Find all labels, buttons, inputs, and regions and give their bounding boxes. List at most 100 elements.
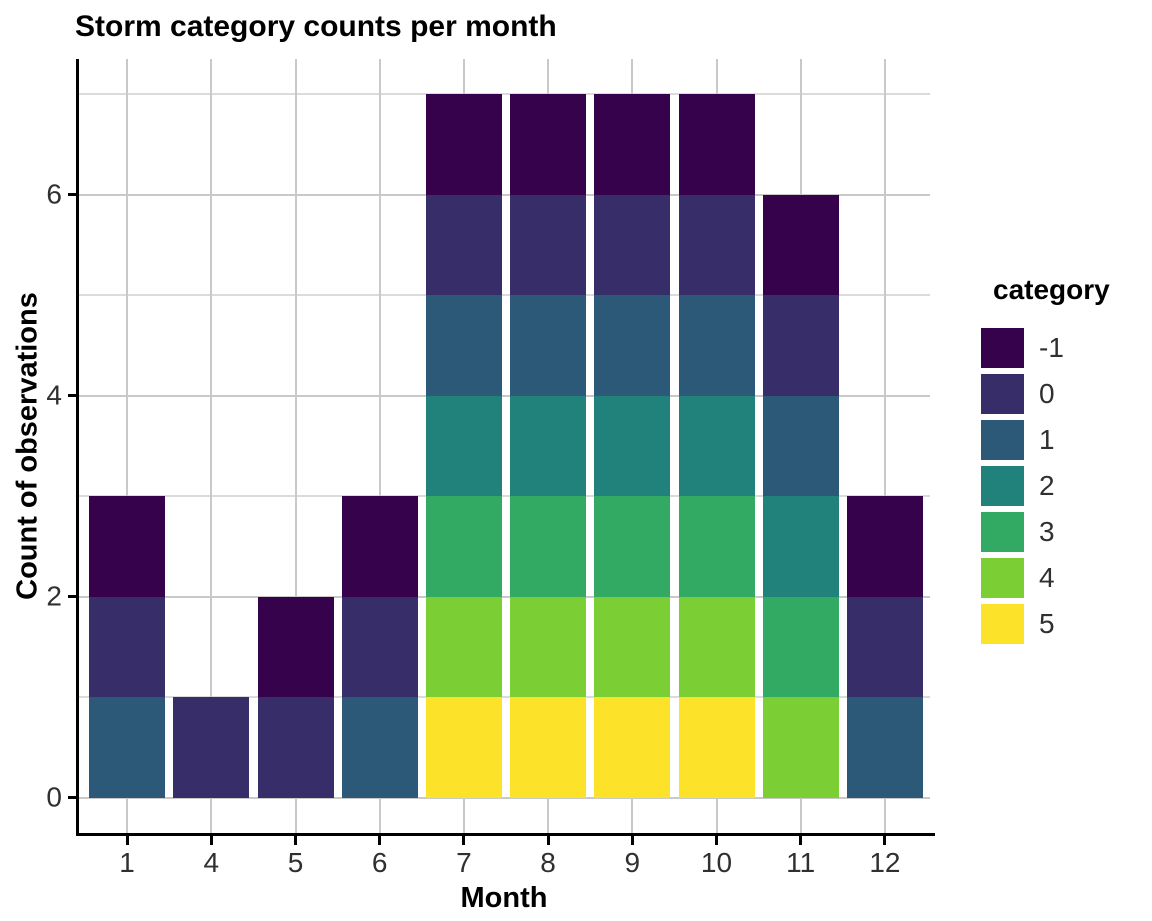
bar-segment-month-8-cat-0 xyxy=(510,194,586,296)
legend-swatch-0 xyxy=(981,374,1024,414)
v-gridline xyxy=(210,59,213,833)
bar-segment-month-9-cat-1 xyxy=(594,295,670,396)
x-tick-label: 11 xyxy=(786,847,816,878)
x-tick-label: 4 xyxy=(203,847,220,878)
bar-segment-month-8-cat--1 xyxy=(510,94,586,195)
legend-label-2: 2 xyxy=(1039,470,1055,501)
bar-segment-month-12-cat-1 xyxy=(847,697,923,798)
x-tick xyxy=(209,836,213,845)
v-gridline xyxy=(378,59,381,833)
x-tick xyxy=(462,836,466,845)
legend-swatch-3 xyxy=(981,512,1024,552)
legend-swatch-1 xyxy=(981,420,1024,460)
x-tick-label: 8 xyxy=(540,847,556,878)
legend-label-4: 4 xyxy=(1039,562,1055,593)
h-gridline xyxy=(78,595,930,598)
legend-swatch-2 xyxy=(981,466,1024,506)
x-tick xyxy=(378,836,382,845)
bar-segment-month-8-cat-5 xyxy=(510,697,586,798)
y-tick-label: 4 xyxy=(46,379,62,411)
plot-panel xyxy=(78,59,930,833)
bar-segment-month-7-cat-2 xyxy=(426,395,502,497)
bar-segment-month-11-cat-3 xyxy=(763,596,839,698)
x-tick-label: 5 xyxy=(287,847,304,878)
bar-segment-month-1-cat--1 xyxy=(89,496,165,597)
x-tick xyxy=(883,836,887,845)
h-gridline xyxy=(78,294,930,297)
h-gridline xyxy=(78,93,930,96)
legend-title: category xyxy=(993,274,1110,305)
y-tick xyxy=(68,193,76,197)
bar-segment-month-9-cat-5 xyxy=(594,697,670,798)
chart-title: Storm category counts per month xyxy=(75,10,557,43)
bar-segment-month-11-cat-0 xyxy=(763,295,839,396)
bar-segment-month-11-cat-2 xyxy=(763,496,839,597)
bar-segment-month-9-cat-4 xyxy=(594,596,670,698)
h-gridline xyxy=(78,696,930,699)
h-gridline xyxy=(78,193,930,196)
bar-segment-month-8-cat-1 xyxy=(510,295,586,396)
y-tick xyxy=(68,595,76,599)
bar-segment-month-9-cat-3 xyxy=(594,496,670,597)
bar-segment-month-7-cat-4 xyxy=(426,596,502,698)
bar-segment-month-12-cat--1 xyxy=(847,496,923,597)
bar-segment-month-6-cat-1 xyxy=(342,697,418,798)
y-tick-label: 0 xyxy=(46,781,62,813)
x-tick-label: 1 xyxy=(119,847,135,878)
bar-segment-month-8-cat-4 xyxy=(510,596,586,698)
v-gridline xyxy=(126,59,129,833)
bar-segment-month-10-cat-5 xyxy=(679,697,755,798)
y-axis-title: Count of observations xyxy=(11,292,44,600)
x-tick-label: 10 xyxy=(700,847,733,878)
bar-segment-month-10-cat--1 xyxy=(679,94,755,195)
v-gridline xyxy=(294,59,297,833)
x-tick-label: 7 xyxy=(456,847,472,878)
bar-segment-month-10-cat-4 xyxy=(679,596,755,698)
bar-segment-month-12-cat-0 xyxy=(847,596,923,698)
h-gridline xyxy=(78,394,930,397)
v-gridline xyxy=(883,59,886,833)
x-tick xyxy=(799,836,803,845)
legend-swatch--1 xyxy=(981,328,1024,368)
y-tick xyxy=(68,796,76,800)
bar-segment-month-10-cat-1 xyxy=(679,295,755,396)
x-tick-label: 9 xyxy=(624,847,641,878)
h-gridline xyxy=(78,495,930,498)
x-tick xyxy=(715,836,718,845)
legend-swatch-4 xyxy=(981,558,1024,598)
h-gridline xyxy=(78,796,930,799)
bar-segment-month-4-cat-0 xyxy=(173,697,249,798)
x-tick-label: 6 xyxy=(371,847,388,878)
x-tick-label: 12 xyxy=(869,847,901,878)
legend-label-0: 0 xyxy=(1039,378,1055,409)
x-tick xyxy=(294,836,297,845)
bar-segment-month-6-cat-0 xyxy=(342,596,418,698)
x-tick xyxy=(546,836,550,845)
bar-segment-month-7-cat-0 xyxy=(426,194,502,296)
bar-segment-month-11-cat--1 xyxy=(763,194,839,296)
bar-segment-month-7-cat-1 xyxy=(426,295,502,396)
y-tick-label: 2 xyxy=(46,580,62,612)
bar-segment-month-5-cat-0 xyxy=(258,697,334,798)
legend-label-3: 3 xyxy=(1039,516,1055,547)
y-tick-label: 6 xyxy=(46,178,62,210)
bar-segment-month-11-cat-1 xyxy=(763,395,839,497)
y-axis-line xyxy=(76,59,79,836)
x-tick xyxy=(125,836,129,845)
bar-segment-month-1-cat-0 xyxy=(89,596,165,698)
x-axis-title: Month xyxy=(460,882,548,914)
bar-segment-month-10-cat-3 xyxy=(679,496,755,597)
x-tick xyxy=(630,836,634,845)
legend-label--1: -1 xyxy=(1039,332,1064,363)
legend: category -1 0 1 2 3 4 5 xyxy=(981,270,1151,660)
legend-label-5: 5 xyxy=(1039,608,1055,639)
bar-segment-month-1-cat-1 xyxy=(89,697,165,798)
x-axis-line xyxy=(76,833,935,836)
y-tick xyxy=(68,394,76,398)
bar-segment-month-10-cat-2 xyxy=(679,395,755,497)
bar-segment-month-10-cat-0 xyxy=(679,194,755,296)
legend-label-1: 1 xyxy=(1039,424,1055,455)
bar-segment-month-9-cat-0 xyxy=(594,194,670,296)
bar-segment-month-11-cat-4 xyxy=(763,697,839,798)
